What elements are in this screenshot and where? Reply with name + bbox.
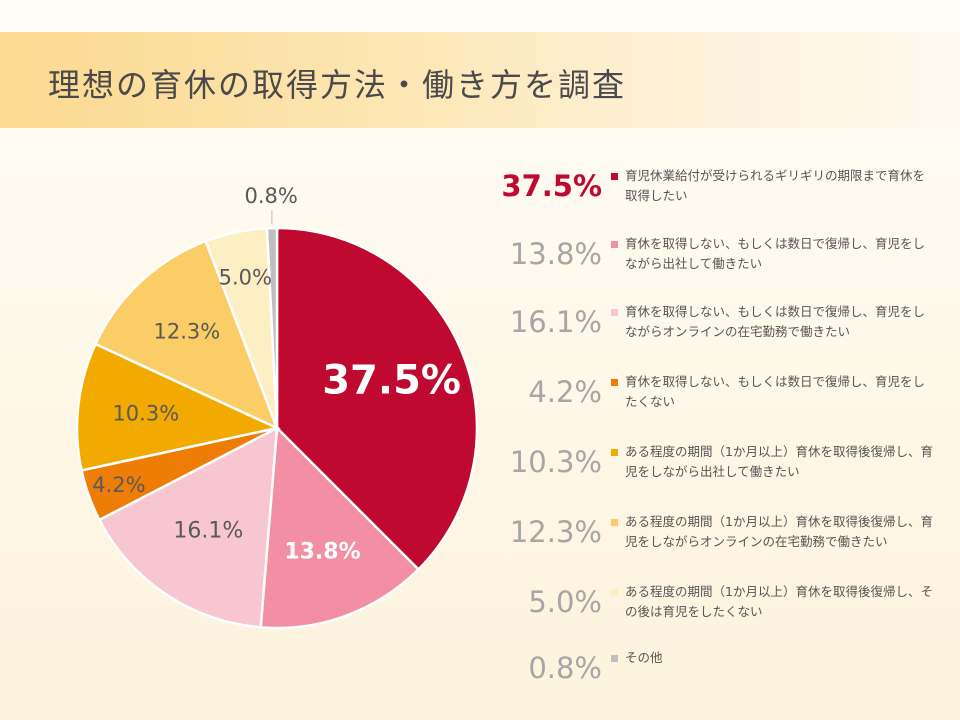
legend-percent: 5.0% [528,585,602,619]
pie-slice-2 [259,425,421,630]
legend-percent: 12.3% [509,515,602,549]
legend-label: 育休を取得しない、もしくは数日で復帰し、育児をしながら出社して働きたい [625,236,926,271]
pie-slice-5 [75,342,281,472]
pie-label-2: 13.8% [284,539,360,564]
legend-swatch [611,241,618,248]
pie-label-3: 16.1% [173,519,243,544]
legend-swatch [611,173,618,180]
legend-swatch [611,449,618,456]
legend-percent: 13.8% [509,237,602,271]
pie-slice-8 [265,226,279,429]
page-title: 理想の育休の取得方法・働き方を調査 [48,66,627,104]
legend-label: その他 [625,650,663,665]
legend-percent: 0.8% [528,651,602,685]
legend-item: 5.0% ある程度の期間（1か月以上）育休を取得後復帰し、その後は育児をしたくない [480,582,950,642]
legend-label: ある程度の期間（1か月以上）育休を取得後復帰し、その後は育児をしたくない [625,584,933,619]
legend-swatch [611,519,618,526]
pie-label-6: 12.3% [154,320,221,344]
pie-chart: 37.5% 13.8% 16.1% 4.2% 10.3% 12.3% 5.0% 0.8% [75,184,479,630]
legend-percent: 37.5% [501,169,602,203]
legend-swatch [611,655,618,662]
legend-percent: 16.1% [509,305,602,339]
pie-label-1: 37.5% [322,358,461,404]
pie-slice-3 [97,425,279,629]
legend-item: 13.8% 育休を取得しない、もしくは数日で復帰し、育児をしながら出社して働きたい [480,234,950,294]
legend-percent: 4.2% [528,375,602,409]
legend-item: 4.2% 育休を取得しない、もしくは数日で復帰し、育児をしたくない [480,372,950,432]
title-banner [0,32,960,128]
pie-label-5: 10.3% [112,402,179,426]
legend-label: ある程度の期間（1か月以上）育休を取得後復帰し、育児をしながら出社して働きたい [625,444,933,479]
legend-label: ある程度の期間（1か月以上）育休を取得後復帰し、育児をしながらオンラインの在宅勤… [625,514,933,549]
legend-swatch [611,589,618,596]
pie-slice-1 [275,226,479,572]
legend-label: 育休を取得しない、もしくは数日で復帰し、育児をしたくない [625,374,926,409]
legend-label: 育休を取得しない、もしくは数日で復帰し、育児をしながらオンラインの在宅勤務で働き… [625,304,926,339]
legend-swatch [611,309,618,316]
legend-swatch [611,379,618,386]
pie-label-4: 4.2% [92,473,145,497]
legend-item: 0.8% その他 [480,648,950,708]
legend-item: 37.5% 育児休業給付が受けられるギリギリの期限まで育休を取得したい [480,166,950,226]
pie-label-7: 5.0% [219,265,272,289]
legend-item: 12.3% ある程度の期間（1か月以上）育休を取得後復帰し、育児をしながらオンライ… [480,512,950,572]
legend-item: 10.3% ある程度の期間（1か月以上）育休を取得後復帰し、育児をしながら出社して… [480,442,950,502]
legend-item: 16.1% 育休を取得しない、もしくは数日で復帰し、育児をしながらオンラインの在宅… [480,302,950,362]
legend-label: 育児休業給付が受けられるギリギリの期限まで育休を取得したい [625,168,926,203]
pie-slice-6 [93,239,280,431]
legend-percent: 10.3% [509,445,602,479]
pie-label-8: 0.8% [245,184,298,208]
